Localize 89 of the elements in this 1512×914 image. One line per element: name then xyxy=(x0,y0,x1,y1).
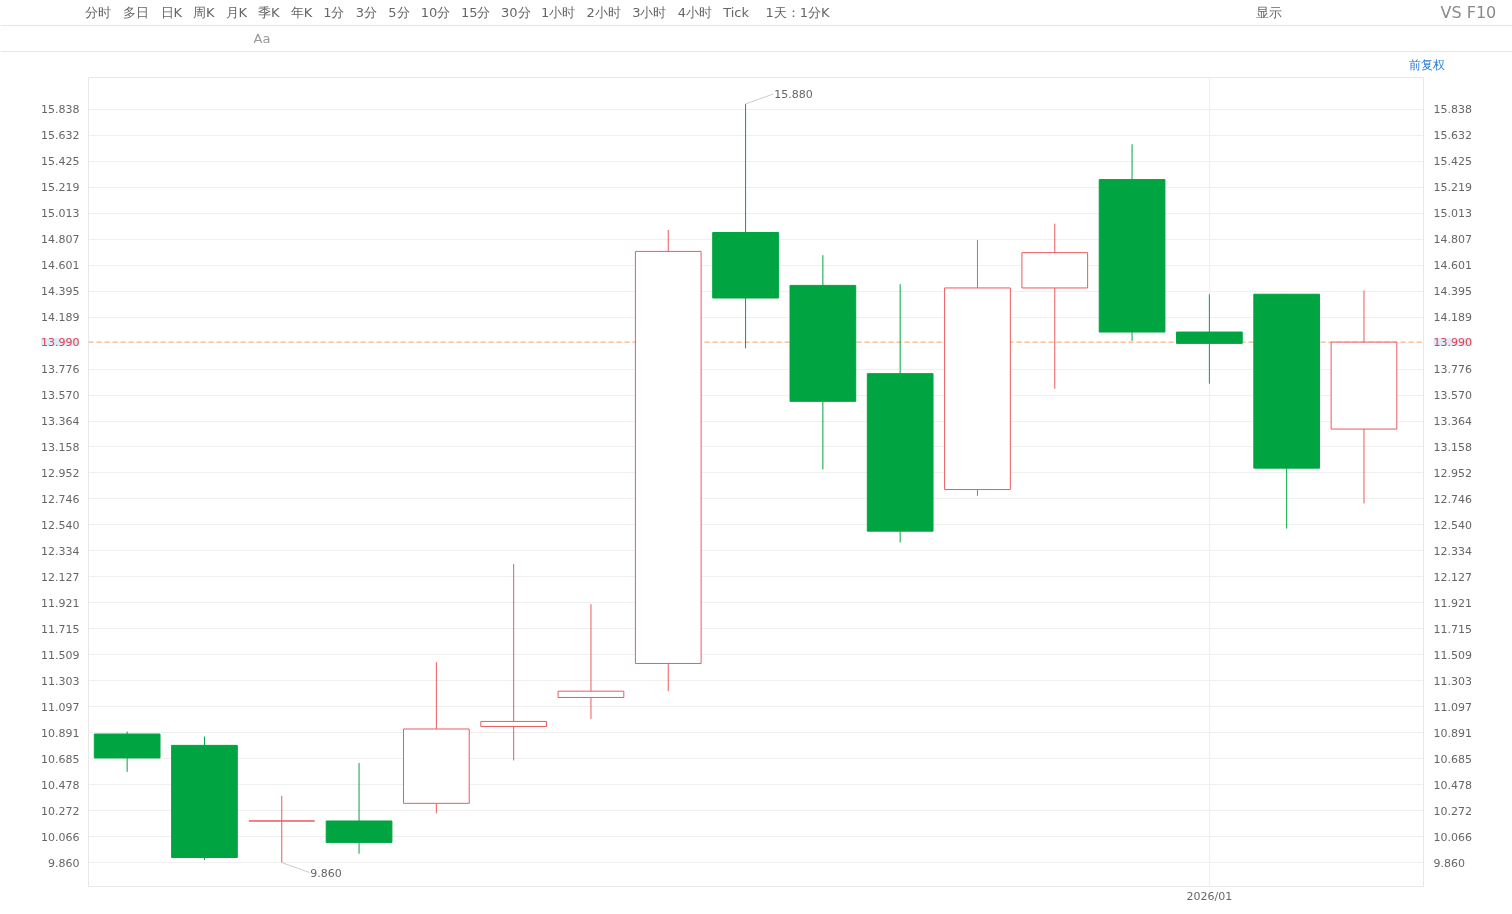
y-tick-label: 14.807 xyxy=(41,233,80,247)
text: 年K xyxy=(290,5,313,20)
text: VS F10 xyxy=(1440,3,1497,22)
text: 月K xyxy=(225,5,248,20)
annotation: 15.880 xyxy=(774,87,813,101)
y2-tick-label: 15.219 xyxy=(1433,181,1472,195)
text: 季K xyxy=(258,5,281,20)
annotation: 9.860 xyxy=(310,866,342,880)
y-tick-label: 15.632 xyxy=(41,129,80,143)
text: 13.990 xyxy=(1433,336,1472,350)
text: 显示 xyxy=(1255,5,1282,20)
y-tick-label: 15.425 xyxy=(41,155,80,169)
text: Aa xyxy=(253,31,271,46)
y-tick-label: 14.601 xyxy=(41,259,80,273)
x-tick-label: 2026/01 xyxy=(1186,889,1233,903)
y2-tick-label: 12.746 xyxy=(1433,492,1472,506)
y-tick-label: 11.303 xyxy=(41,674,80,688)
y2-tick-label: 10.685 xyxy=(1433,752,1472,766)
y2-tick-label: 14.601 xyxy=(1433,259,1472,273)
y2-tick-label: 15.632 xyxy=(1433,129,1472,143)
y-tick-label: 12.334 xyxy=(41,544,80,558)
y2-tick-label: 11.715 xyxy=(1433,622,1472,636)
y-tick-label: 14.395 xyxy=(41,285,80,299)
y2-tick-label: 11.921 xyxy=(1433,596,1472,610)
y-tick-label: 15.219 xyxy=(41,181,80,195)
y-tick-label: 14.189 xyxy=(41,311,80,325)
y2-tick-label: 15.838 xyxy=(1433,103,1472,117)
text: 3小时 xyxy=(632,5,667,20)
text: 10分 xyxy=(420,5,451,20)
y2-tick-label: 13.364 xyxy=(1433,415,1472,429)
y2-tick-label: 10.066 xyxy=(1433,830,1472,844)
text: 日K xyxy=(160,5,183,20)
text: 2小时 xyxy=(586,5,621,20)
text: 1小时 xyxy=(541,5,576,20)
y-tick-label: 13.158 xyxy=(41,440,80,454)
text: 15分 xyxy=(460,5,491,20)
text: 3分 xyxy=(355,5,378,20)
y-tick-label: 10.272 xyxy=(41,804,80,818)
y2-tick-label: 10.891 xyxy=(1433,726,1472,740)
y2-tick-label: 12.334 xyxy=(1433,544,1472,558)
text: 30分 xyxy=(500,5,531,20)
y-tick-label: 10.891 xyxy=(41,726,80,740)
y-tick-label: 12.127 xyxy=(41,570,80,584)
y2-tick-label: 10.272 xyxy=(1433,804,1472,818)
y2-tick-label: 12.127 xyxy=(1433,570,1472,584)
y2-tick-label: 12.540 xyxy=(1433,518,1472,532)
text: 多日 xyxy=(122,5,149,20)
text: 4小时 xyxy=(677,5,712,20)
text: Tick xyxy=(722,5,750,20)
text: 1天：1分K xyxy=(765,5,830,20)
text: 1分 xyxy=(323,5,345,20)
candlestick xyxy=(480,563,548,761)
y2-tick-label: 14.807 xyxy=(1433,233,1472,247)
y2-tick-label: 14.189 xyxy=(1433,311,1472,325)
y2-tick-label: 12.952 xyxy=(1433,466,1472,480)
candlestick xyxy=(248,795,316,864)
y-tick-label: 11.921 xyxy=(41,596,80,610)
text: 分时 xyxy=(84,5,111,20)
ref-line-label: 13.990 xyxy=(41,336,80,350)
y-tick-label: 12.746 xyxy=(41,492,80,506)
y2-tick-label: 11.509 xyxy=(1433,648,1472,662)
y-tick-label: 15.838 xyxy=(41,103,80,117)
y-tick-label: 12.540 xyxy=(41,518,80,532)
y2-tick-label: 15.425 xyxy=(1433,155,1472,169)
y-tick-label: 11.509 xyxy=(41,648,80,662)
y-tick-label: 13.364 xyxy=(41,415,80,429)
y2-tick-label: 13.570 xyxy=(1433,389,1472,403)
text: 前复权 xyxy=(1408,57,1445,72)
y-tick-label: 9.860 xyxy=(48,856,80,870)
candlestick xyxy=(557,603,625,720)
y-tick-label: 12.952 xyxy=(41,466,80,480)
y2-tick-label: 11.097 xyxy=(1433,700,1472,714)
y2-tick-label: 13.776 xyxy=(1433,363,1472,377)
y2-tick-label: 15.013 xyxy=(1433,207,1472,221)
y-tick-label: 10.066 xyxy=(41,830,80,844)
y-tick-label: 10.685 xyxy=(41,752,80,766)
text: 周K xyxy=(193,5,216,20)
y2-tick-label: 13.158 xyxy=(1433,440,1472,454)
y2-tick-label: 11.303 xyxy=(1433,674,1472,688)
y2-tick-label: 9.860 xyxy=(1433,856,1465,870)
y2-tick-label: 14.395 xyxy=(1433,285,1472,299)
y-tick-label: 10.478 xyxy=(41,778,80,792)
y-tick-label: 13.570 xyxy=(41,389,80,403)
y2-tick-label: 10.478 xyxy=(1433,778,1472,792)
y-tick-label: 15.013 xyxy=(41,207,80,221)
y-tick-label: 11.715 xyxy=(41,622,80,636)
y-tick-label: 11.097 xyxy=(41,700,80,714)
y-tick-label: 13.776 xyxy=(41,363,80,377)
text: 5分 xyxy=(388,5,410,20)
